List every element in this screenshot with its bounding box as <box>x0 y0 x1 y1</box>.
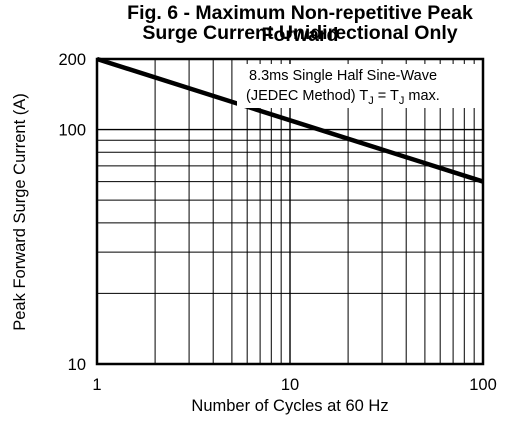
y-tick-label: 100 <box>58 122 86 140</box>
annotation-subscript-j: J <box>368 95 374 107</box>
annotation-line-2: (JEDEC Method) TJ = TJ max. <box>246 88 440 107</box>
annotation-background <box>237 64 479 108</box>
y-axis-label: Peak Forward Surge Current (A) <box>11 93 29 331</box>
y-tick-label: 10 <box>68 356 86 374</box>
annotation-line-1: 8.3ms Single Half Sine-Wave <box>249 68 437 84</box>
series-group <box>96 56 484 184</box>
annotation-equals: = T <box>374 88 399 104</box>
chart-subtitle: Surge Current Unidirectional Only <box>142 22 458 44</box>
x-axis-label: Number of Cycles at 60 Hz <box>191 397 388 415</box>
x-tick-label: 10 <box>281 376 299 394</box>
x-tick-label: 100 <box>469 376 497 394</box>
x-tick-label: 1 <box>92 376 101 394</box>
grid-lines <box>97 59 483 364</box>
series-line <box>96 56 484 184</box>
y-tick-labels: 10 100 200 <box>58 51 86 374</box>
x-tick-labels: 1 10 100 <box>92 376 496 394</box>
chart-title: Fig. 6 - Maximum Non-repetitive Peak For… <box>127 2 473 46</box>
annotation-line-2-prefix: (JEDEC Method) T <box>246 88 368 104</box>
plot-frame <box>95 57 485 366</box>
annotation-subscript-j-max: J <box>399 95 405 107</box>
y-tick-label: 200 <box>58 51 86 69</box>
annotation-suffix: max. <box>404 88 439 104</box>
